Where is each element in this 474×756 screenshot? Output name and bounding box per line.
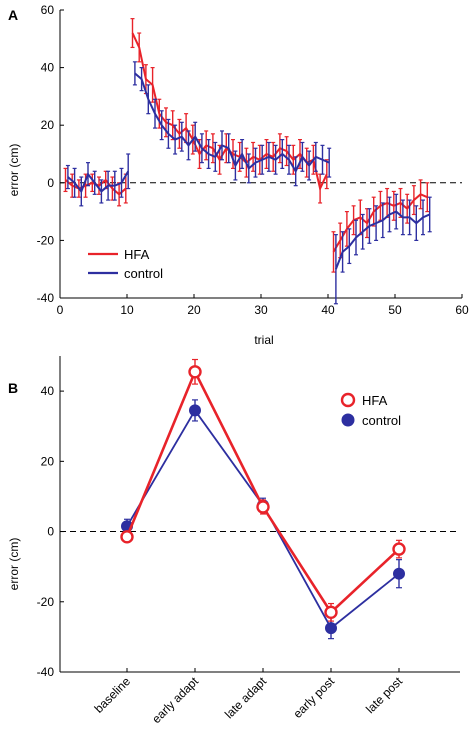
panel-a-series — [63, 18, 432, 305]
panel-a-legend-label-hfa: HFA — [124, 247, 150, 262]
panel-a-y-tick-label: 40 — [41, 61, 55, 75]
panel-a-y-tick-label: -20 — [37, 233, 55, 247]
panel-b-point-control — [325, 622, 337, 635]
panel-b-y-axis-label: error (cm) — [7, 538, 21, 591]
panel-a-series-control — [65, 61, 432, 305]
panel-a-y-tick-label: 60 — [41, 3, 55, 17]
panel-a-x-tick-label: 0 — [57, 303, 64, 317]
panel-b-x-tick-label: baseline — [92, 674, 134, 716]
panel-b-y-tick-label: -40 — [37, 665, 55, 679]
panel-b-label: B — [8, 380, 18, 396]
panel-b-x-tick-label: late adapt — [222, 674, 270, 722]
panel-a-y-tick-label: -40 — [37, 291, 55, 305]
panel-b-y-tick-label: 40 — [41, 384, 55, 398]
panel-b-series-hfa — [120, 358, 406, 622]
panel-a-axes: -40 -20 0 20 40 60 0 10 20 30 40 50 60 — [37, 3, 469, 317]
panel-b-legend-label-hfa: HFA — [362, 393, 388, 408]
panel-a-line-hfa — [332, 193, 428, 253]
panel-a-series-hfa — [63, 18, 430, 273]
panel-a: A error (cm) trial -40 -20 0 20 40 60 0 10 20 30 4… — [7, 3, 469, 347]
panel-a-line-control — [67, 170, 130, 194]
panel-a-x-tick-label: 20 — [187, 303, 201, 317]
panel-b-series — [120, 358, 406, 640]
panel-a-x-tick-label: 50 — [388, 303, 402, 317]
panel-b-legend-label-control: control — [362, 413, 401, 428]
panel-b: B error (cm) -40 -20 0 20 40 baseline early ad… — [7, 356, 460, 726]
panel-b-line-control — [126, 408, 400, 630]
panel-b-x-tick-label: early adapt — [149, 674, 201, 726]
panel-a-x-tick-label: 40 — [321, 303, 335, 317]
panel-a-x-tick-label: 60 — [455, 303, 469, 317]
panel-a-x-tick-label: 10 — [120, 303, 134, 317]
panel-a-line-control — [334, 210, 431, 270]
panel-b-y-tick-label: 20 — [41, 454, 55, 468]
panel-b-legend: HFA control — [340, 392, 401, 428]
panel-b-legend-marker-control — [341, 413, 355, 427]
panel-b-point-hfa — [256, 500, 270, 514]
panel-a-x-axis-label: trial — [254, 333, 273, 347]
panel-a-legend: HFA control — [88, 247, 163, 281]
panel-b-legend-marker-hfa — [340, 392, 356, 408]
panel-b-point-hfa — [120, 530, 134, 544]
panel-b-y-tick-label: 0 — [47, 525, 54, 539]
panel-a-y-tick-label: 20 — [41, 118, 55, 132]
panel-b-y-tick-label: -20 — [37, 595, 55, 609]
panel-b-x-tick-label: early post — [290, 674, 337, 721]
panel-b-x-tick-label: late post — [363, 674, 405, 716]
panel-a-line-control — [134, 72, 330, 174]
panel-a-x-tick-label: 30 — [254, 303, 268, 317]
panel-a-legend-label-control: control — [124, 266, 163, 281]
panel-b-axes: -40 -20 0 20 40 baseline early adapt late adapt… — [37, 356, 460, 726]
panel-b-series-control — [121, 399, 405, 640]
panel-b-point-hfa — [392, 542, 406, 556]
panel-b-point-hfa — [188, 365, 202, 379]
panel-b-point-control — [189, 404, 201, 417]
panel-a-y-tick-label: 0 — [47, 176, 54, 190]
panel-a-label: A — [8, 7, 18, 23]
panel-b-point-control — [393, 567, 405, 580]
panel-b-point-hfa — [324, 605, 338, 620]
panel-a-y-axis-label: error (cm) — [7, 144, 21, 197]
panel-b-line-hfa — [125, 368, 400, 615]
